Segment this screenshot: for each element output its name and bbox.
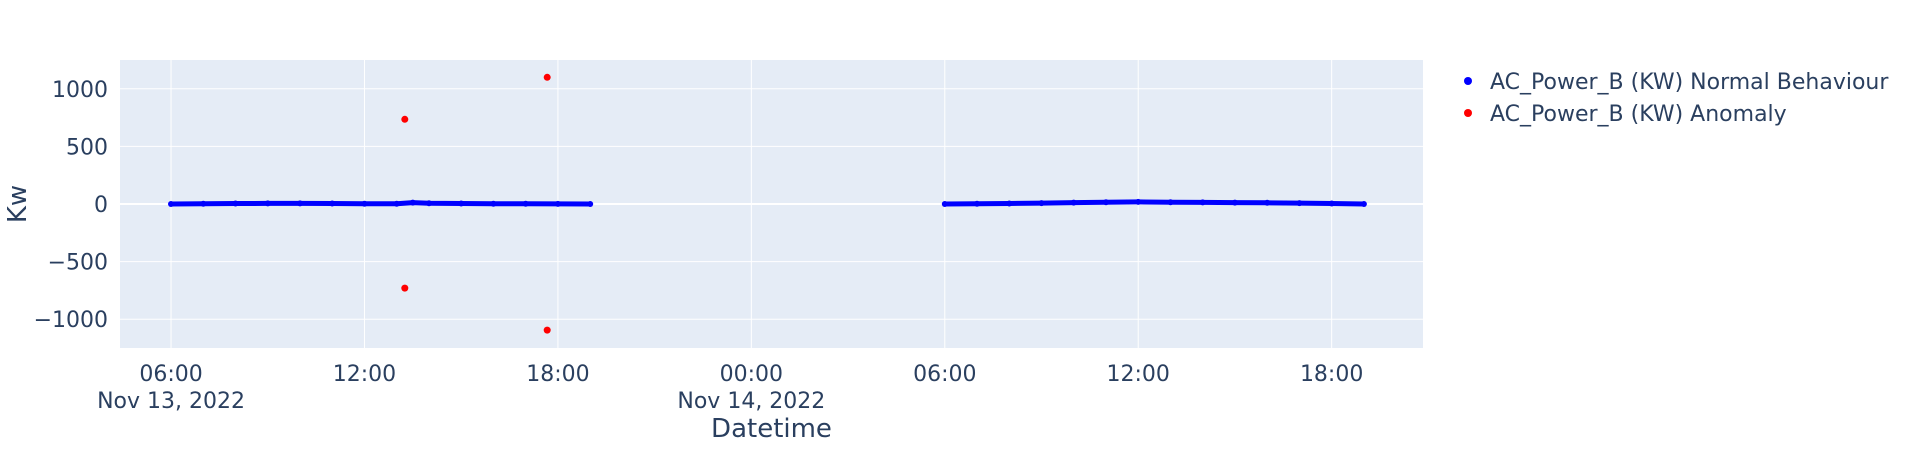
normal-point	[393, 200, 400, 207]
anomaly-point	[543, 73, 551, 81]
x-tick-sublabel: Nov 13, 2022	[97, 389, 245, 414]
x-tick-label: 06:00	[913, 362, 976, 387]
normal-point	[361, 200, 368, 207]
normal-point	[1360, 201, 1367, 207]
normal-point	[1328, 200, 1335, 207]
normal-point	[1135, 198, 1142, 205]
anomaly-point	[401, 284, 409, 292]
legend-label-normal: AC_Power_B (KW) Normal Behaviour	[1490, 70, 1889, 95]
legend-item-normal[interactable]: AC_Power_B (KW) Normal Behaviour	[1464, 70, 1889, 95]
y-tick-label: 500	[66, 135, 108, 160]
y-tick-label: 0	[94, 193, 108, 218]
y-tick-label: −1000	[34, 308, 108, 333]
normal-point	[1264, 199, 1271, 206]
normal-point	[1006, 200, 1013, 207]
anomaly-point	[543, 326, 551, 334]
legend[interactable]: AC_Power_B (KW) Normal Behaviour AC_Powe…	[1464, 70, 1889, 127]
normal-point	[554, 200, 561, 207]
normal-point	[297, 200, 303, 207]
normal-point	[1296, 200, 1303, 207]
normal-point	[1103, 199, 1109, 206]
legend-marker-normal	[1464, 77, 1472, 85]
data-marks	[168, 73, 1367, 334]
legend-label-anomaly: AC_Power_B (KW) Anomaly	[1490, 102, 1787, 127]
normal-point	[941, 201, 948, 207]
normal-point	[974, 200, 980, 207]
normal-point	[426, 200, 432, 207]
normal-point	[522, 200, 529, 207]
normal-point	[490, 200, 497, 207]
normal-point	[329, 200, 336, 207]
x-tick-label: 00:00	[720, 362, 783, 387]
normal-point	[1167, 199, 1174, 206]
legend-marker-anomaly	[1464, 109, 1472, 117]
x-tick-label: 06:00	[139, 362, 202, 387]
normal-behaviour-band	[942, 199, 1367, 207]
anomaly-point	[401, 115, 409, 123]
x-tick-label: 12:00	[333, 362, 396, 387]
y-tick-label: 1000	[52, 78, 108, 103]
y-tick-labels: 1000 500 0 −500 −1000	[34, 78, 108, 333]
x-tick-label: 18:00	[1300, 362, 1363, 387]
normal-point	[232, 200, 239, 207]
y-axis-title: Kw	[3, 185, 33, 223]
x-tick-label: 18:00	[526, 362, 589, 387]
x-axis-title: Datetime	[711, 414, 832, 444]
legend-item-anomaly[interactable]: AC_Power_B (KW) Anomaly	[1464, 102, 1787, 127]
normal-point	[1231, 199, 1238, 206]
x-tick-sublabel: Nov 14, 2022	[677, 389, 825, 414]
y-tick-label: −500	[48, 251, 108, 276]
normal-point	[458, 200, 465, 207]
normal-point	[409, 199, 416, 206]
normal-point	[168, 201, 174, 207]
x-tick-label: 12:00	[1107, 362, 1170, 387]
normal-point	[200, 200, 207, 207]
normal-point	[587, 201, 594, 207]
normal-point	[1038, 200, 1045, 207]
normal-point	[264, 200, 271, 207]
normal-point	[1199, 199, 1206, 206]
normal-point	[1070, 199, 1077, 206]
